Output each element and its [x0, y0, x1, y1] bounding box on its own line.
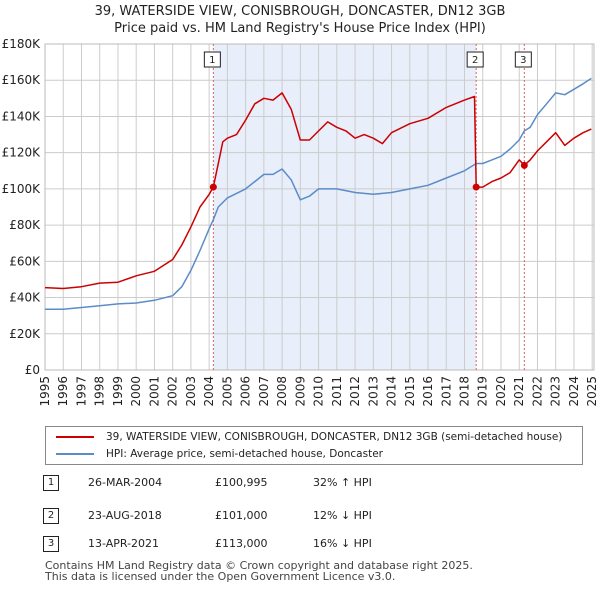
x-tick-label: 2003	[184, 376, 198, 407]
y-tick-label: £140K	[2, 109, 42, 123]
plot-frame	[44, 43, 595, 371]
footer-copyright: Contains HM Land Registry data © Crown c…	[45, 559, 473, 572]
transaction-date: 26-MAR-2004	[88, 476, 163, 489]
transaction-row: 1 26-MAR-2004 £100,995 32% ↑ HPI	[43, 475, 463, 495]
x-tick-label: 1995	[38, 376, 52, 407]
x-tick-label: 2013	[366, 376, 380, 407]
footer-notice: Contains HM Land Registry data © Crown c…	[45, 560, 473, 582]
x-tick-label: 2004	[202, 376, 216, 407]
transaction-price: £113,000	[215, 537, 268, 550]
property-series-line	[44, 92, 592, 290]
x-tick-label: 2022	[530, 376, 544, 407]
legend-swatch-hpi	[56, 453, 94, 455]
x-tick-label: 2012	[348, 376, 362, 407]
y-tick-label: £60K	[9, 254, 41, 268]
x-tick-label: 1997	[74, 376, 88, 407]
x-tick-label: 2000	[129, 376, 143, 407]
y-tick-label: £20K	[9, 327, 41, 341]
transaction-row: 2 23-AUG-2018 £101,000 12% ↓ HPI	[43, 508, 463, 528]
x-tick-label: 2021	[512, 376, 526, 407]
transaction-point	[209, 183, 217, 191]
legend-swatch-property	[56, 436, 94, 438]
transaction-marker-label: 2	[472, 55, 478, 66]
x-tick-label: 2015	[403, 376, 417, 407]
x-tick-label: 2009	[293, 376, 307, 407]
price-chart: £0 £20K £40K £60K £80K £100K £120K £140K £160K £1…	[2, 37, 600, 407]
holding-period-shade	[213, 44, 477, 370]
x-tick-label: 2024	[567, 376, 581, 407]
transaction-date: 13-APR-2021	[88, 537, 160, 550]
legend-item-hpi: HPI: Average price, semi-detached house,…	[56, 448, 383, 460]
y-tick-label: £160K	[2, 73, 42, 87]
x-tick-label: 2002	[166, 376, 180, 407]
transaction-number: 2	[43, 508, 59, 524]
transaction-hpi-diff: 16% ↓ HPI	[313, 537, 372, 550]
transaction-point	[520, 161, 528, 169]
transaction-point	[472, 183, 480, 191]
x-tick-label: 2010	[312, 376, 326, 407]
transaction-marker-label: 3	[520, 55, 526, 66]
transaction-marker-box	[466, 51, 484, 68]
footer-licence: This data is licensed under the Open Gov…	[45, 570, 396, 583]
x-tick-label: 2005	[220, 376, 234, 407]
chart-title-line-2: Price paid vs. HM Land Registry's House …	[114, 21, 486, 36]
x-tick-label: 2023	[549, 376, 563, 407]
x-tick-label: 2025	[585, 376, 599, 407]
transaction-number: 1	[43, 475, 59, 491]
transaction-marker-box	[203, 51, 221, 68]
x-tick-label: 2019	[476, 376, 490, 407]
y-tick-label: £180K	[2, 37, 42, 51]
legend-item-property: 39, WATERSIDE VIEW, CONISBROUGH, DONCAST…	[56, 431, 562, 443]
transaction-hpi-diff: 32% ↑ HPI	[313, 476, 372, 489]
x-tick-label: 1998	[93, 376, 107, 407]
y-tick-label: £100K	[2, 182, 42, 196]
x-tick-label: 2014	[385, 376, 399, 407]
x-tick-label: 2001	[147, 376, 161, 407]
chart-legend: 39, WATERSIDE VIEW, CONISBROUGH, DONCAST…	[45, 426, 583, 465]
transaction-price: £101,000	[215, 509, 268, 522]
transaction-marker-label: 1	[209, 55, 215, 66]
x-tick-label: 2018	[458, 376, 472, 407]
x-tick-label: 2007	[257, 376, 271, 407]
hpi-series-line	[45, 77, 592, 311]
legend-label-property: 39, WATERSIDE VIEW, CONISBROUGH, DONCAST…	[106, 431, 563, 443]
legend-label-hpi: HPI: Average price, semi-detached house,…	[106, 448, 383, 460]
y-tick-label: £0	[25, 363, 40, 377]
chart-title-line-1: 39, WATERSIDE VIEW, CONISBROUGH, DONCAST…	[94, 4, 506, 19]
y-tick-label: £40K	[9, 291, 41, 305]
x-tick-label: 2008	[275, 376, 289, 407]
transaction-marker-box	[514, 51, 532, 68]
x-tick-label: 2017	[439, 376, 453, 407]
x-tick-label: 2006	[239, 376, 253, 407]
transaction-date: 23-AUG-2018	[88, 509, 162, 522]
x-tick-label: 1999	[111, 376, 125, 407]
x-tick-label: 2011	[330, 376, 344, 407]
transaction-number: 3	[43, 536, 59, 552]
y-tick-label: £120K	[2, 146, 42, 160]
transaction-hpi-diff: 12% ↓ HPI	[313, 509, 372, 522]
transaction-price: £100,995	[215, 476, 268, 489]
transaction-row: 3 13-APR-2021 £113,000 16% ↓ HPI	[43, 536, 463, 556]
x-tick-label: 1996	[56, 376, 70, 407]
y-tick-label: £80K	[9, 218, 41, 232]
x-tick-label: 2020	[494, 376, 508, 407]
x-tick-label: 2016	[421, 376, 435, 407]
